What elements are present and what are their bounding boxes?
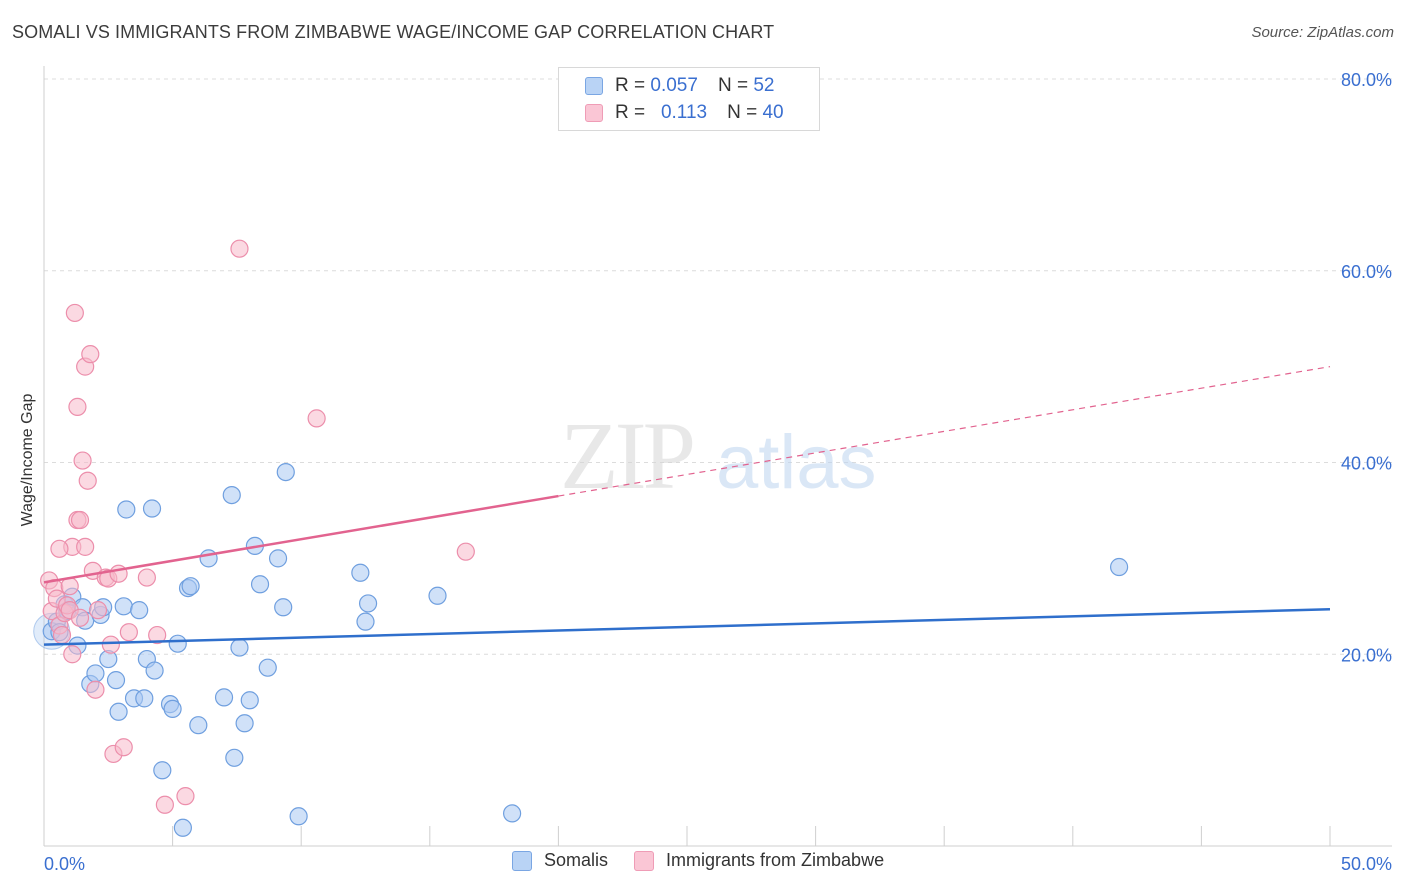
n-value: 40 <box>762 102 784 123</box>
somalis-point <box>230 638 249 657</box>
somalis-point <box>114 597 133 616</box>
watermark: ZIP atlas <box>560 402 877 509</box>
somalis-point <box>106 671 126 690</box>
zimbabwe-point <box>86 680 105 699</box>
somalis-point <box>109 702 128 721</box>
source-label: Source: ZipAtlas.com <box>1251 24 1394 41</box>
tick-labels: 20.0% 40.0% 60.0% 80.0% 0.0% 50.0% <box>44 70 1392 874</box>
zimbabwe-point <box>114 738 133 757</box>
stats-legend: R = 0.057 N = 52 R = 0.113 N = 40 <box>558 67 820 131</box>
y-tick-label: 20.0% <box>1341 645 1392 665</box>
somalis-point <box>268 549 288 568</box>
somalis-point <box>222 485 241 505</box>
y-tick-label: 60.0% <box>1341 262 1392 282</box>
somalis-point <box>145 661 164 680</box>
zimbabwe-point <box>119 623 138 642</box>
zimbabwe-swatch <box>585 104 603 122</box>
zimbabwe-point <box>50 539 69 558</box>
axes <box>43 66 1392 847</box>
legend-item-somalis[interactable]: Somalis <box>512 850 608 871</box>
stats-row-zimbabwe: R = 0.113 N = 40 <box>585 100 784 126</box>
zimbabwe-point <box>101 635 120 654</box>
zimbabwe-point <box>81 345 100 364</box>
chart-title: SOMALI VS IMMIGRANTS FROM ZIMBABWE WAGE/… <box>12 22 775 42</box>
somalis-point <box>428 586 447 605</box>
somalis-point <box>258 658 277 677</box>
somalis-point <box>1109 557 1129 577</box>
somalis-point <box>240 691 259 710</box>
n-value: 52 <box>753 75 775 96</box>
watermark-zip: ZIP <box>560 402 693 509</box>
grid-lines <box>44 78 1392 655</box>
legend-label-somalis: Somalis <box>544 850 609 870</box>
zimbabwe-point <box>155 795 174 814</box>
y-tick-label: 40.0% <box>1341 454 1392 474</box>
somalis-point <box>235 714 254 733</box>
zimbabwe-point <box>230 239 249 258</box>
n-label: N = <box>727 102 758 123</box>
r-label: R = <box>615 102 646 123</box>
r-label: R = <box>615 75 646 96</box>
zimbabwe-point <box>68 397 87 416</box>
somalis-point <box>199 549 218 568</box>
somalis-point <box>276 462 295 482</box>
somalis-point <box>503 804 522 823</box>
data-points <box>33 239 1129 837</box>
watermark-atlas: atlas <box>716 420 877 505</box>
series-legend: Somalis Immigrants from Zimbabwe <box>512 850 910 871</box>
x-tick-label: 50.0% <box>1341 854 1392 874</box>
zimbabwe-trend-line-dashed <box>558 366 1331 497</box>
somalis-point <box>130 601 149 620</box>
somalis-point <box>214 688 234 707</box>
somalis-legend-swatch <box>512 850 532 871</box>
zimbabwe-point <box>137 568 156 587</box>
zimbabwe-point <box>73 451 92 470</box>
r-value: 0.057 <box>650 75 698 96</box>
zimbabwe-point <box>70 510 90 530</box>
trend-lines <box>43 366 1331 646</box>
somalis-point <box>163 699 182 718</box>
somalis-point <box>117 500 136 519</box>
somalis-point <box>153 761 172 780</box>
y-tick-label: 80.0% <box>1341 70 1392 90</box>
zimbabwe-point <box>88 601 108 620</box>
zimbabwe-point <box>148 625 167 645</box>
somalis-point <box>225 748 244 767</box>
somalis-swatch <box>585 77 603 95</box>
zimbabwe-point <box>65 303 84 323</box>
somalis-point <box>274 598 293 617</box>
somalis-point <box>135 689 154 708</box>
zimbabwe-point <box>78 471 97 490</box>
zimbabwe-point <box>76 537 95 556</box>
zimbabwe-point <box>63 645 82 664</box>
zimbabwe-point <box>307 409 326 428</box>
zimbabwe-legend-swatch <box>634 850 655 871</box>
legend-item-zimbabwe[interactable]: Immigrants from Zimbabwe <box>634 850 884 871</box>
somalis-point <box>289 807 308 826</box>
legend-label-zimbabwe: Immigrants from Zimbabwe <box>666 850 885 870</box>
x-tick-label: 0.0% <box>44 854 85 874</box>
zimbabwe-point <box>456 542 475 561</box>
stats-row-somalis: R = 0.057 N = 52 <box>585 73 774 99</box>
somalis-point <box>181 577 200 596</box>
zimbabwe-point <box>176 787 195 806</box>
somalis-point <box>351 563 370 582</box>
somalis-point <box>250 575 270 594</box>
zimbabwe-point <box>52 625 72 645</box>
zimbabwe-point <box>70 608 90 627</box>
r-value: 0.113 <box>660 102 708 123</box>
somalis-point <box>173 818 192 837</box>
somalis-point <box>189 716 208 735</box>
somalis-trend-line <box>43 607 1331 646</box>
n-label: N = <box>717 75 749 96</box>
somalis-point <box>168 634 187 653</box>
somalis-point <box>86 664 105 683</box>
somalis-point <box>356 612 375 631</box>
somalis-point <box>142 499 162 518</box>
somalis-point <box>358 594 378 613</box>
zimbabwe-trend-line-solid <box>43 494 559 584</box>
